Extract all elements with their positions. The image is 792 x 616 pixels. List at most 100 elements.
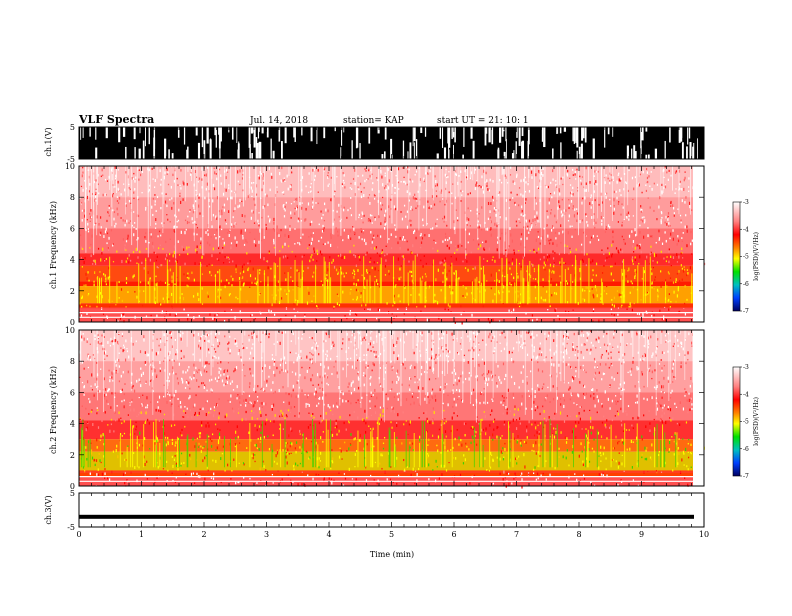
spec-speckle bbox=[691, 342, 692, 345]
spec-speckle bbox=[651, 188, 652, 191]
spec-speckle bbox=[675, 301, 676, 303]
spec-speckle bbox=[89, 401, 90, 404]
spec-speckle bbox=[186, 246, 187, 249]
spec-speckle bbox=[116, 370, 117, 371]
spec-speckle bbox=[233, 216, 234, 218]
spec-speckle bbox=[549, 242, 550, 244]
spec-speckle bbox=[245, 239, 246, 242]
spec-speckle bbox=[490, 409, 491, 411]
spec-speckle bbox=[82, 219, 83, 222]
spec-streak bbox=[661, 166, 662, 197]
spec-speckle bbox=[592, 426, 593, 429]
spec-speckle bbox=[312, 198, 313, 200]
spec-speckle bbox=[635, 275, 636, 276]
spec-speckle bbox=[471, 392, 472, 395]
spec-speckle bbox=[509, 351, 510, 354]
spec-speckle bbox=[207, 291, 208, 294]
spec-speckle bbox=[222, 206, 223, 207]
spec-speckle bbox=[656, 285, 657, 286]
spec-speckle bbox=[296, 441, 297, 444]
spec-speckle bbox=[245, 399, 246, 402]
spec-speckle bbox=[163, 396, 164, 397]
spec-speckle bbox=[614, 378, 615, 381]
spec-speckle bbox=[128, 356, 129, 359]
spec-speckle bbox=[315, 202, 316, 204]
spec-burst bbox=[523, 278, 524, 303]
spec-speckle bbox=[221, 182, 222, 184]
spec-speckle bbox=[197, 227, 198, 228]
spec-speckle bbox=[395, 228, 396, 230]
spec-speckle bbox=[113, 430, 114, 432]
spec-speckle bbox=[234, 207, 235, 210]
spec-speckle bbox=[402, 218, 403, 221]
spec-speckle bbox=[518, 295, 519, 298]
spec-streak bbox=[588, 166, 589, 192]
spec-speckle bbox=[446, 278, 447, 281]
spec-speckle bbox=[123, 238, 124, 240]
spec-speckle bbox=[643, 414, 644, 416]
ch1-waveform-panel: 5-5 bbox=[67, 123, 704, 164]
spec-speckle bbox=[321, 382, 322, 384]
spec-speckle bbox=[236, 366, 237, 369]
spec-speckle bbox=[219, 252, 220, 254]
spec-speckle bbox=[199, 263, 200, 264]
waveform-gap bbox=[385, 127, 387, 140]
spec-speckle bbox=[651, 443, 652, 446]
spec-speckle bbox=[397, 279, 398, 281]
spec-speckle bbox=[608, 224, 609, 227]
spec-speckle bbox=[431, 208, 432, 210]
spec-speckle bbox=[235, 340, 236, 343]
spec-speckle bbox=[632, 466, 633, 469]
spec-speckle bbox=[282, 386, 283, 388]
spec-speckle bbox=[189, 209, 190, 210]
waveform-gap bbox=[251, 153, 253, 159]
spec-speckle bbox=[354, 411, 355, 413]
spec-speckle bbox=[391, 388, 392, 390]
spec-speckle bbox=[425, 273, 426, 275]
waveform-gap bbox=[359, 143, 360, 159]
spec-speckle bbox=[342, 291, 343, 294]
spec-speckle bbox=[462, 295, 463, 297]
waveform-gap bbox=[564, 127, 566, 132]
spec-speckle bbox=[683, 188, 684, 191]
spec-speckle bbox=[666, 340, 667, 342]
spec-speckle bbox=[461, 181, 462, 183]
spec-speckle bbox=[432, 422, 433, 424]
spec-speckle bbox=[633, 287, 634, 289]
spec-speckle bbox=[475, 431, 476, 433]
spec-speckle bbox=[272, 358, 273, 360]
spec-burst bbox=[451, 263, 452, 304]
spec-speckle bbox=[508, 483, 509, 486]
waveform-gap bbox=[236, 127, 237, 143]
spec-speckle bbox=[670, 225, 671, 226]
spec-speckle bbox=[318, 203, 319, 204]
spec-speckle bbox=[590, 197, 591, 198]
spec-burst bbox=[279, 257, 280, 303]
spec-streak bbox=[672, 166, 673, 191]
spec-speckle bbox=[458, 245, 459, 248]
spec-speckle bbox=[668, 408, 669, 410]
spec-speckle bbox=[233, 210, 234, 212]
spec-speckle bbox=[185, 220, 186, 221]
spec-speckle bbox=[631, 230, 632, 233]
spec-speckle bbox=[380, 407, 381, 409]
spec-speckle bbox=[450, 265, 451, 267]
spec-speckle bbox=[584, 299, 585, 302]
spec-speckle bbox=[296, 198, 297, 201]
spec-speckle bbox=[525, 202, 526, 203]
spec-streak bbox=[601, 166, 602, 212]
spec-speckle bbox=[586, 215, 587, 217]
spec-speckle bbox=[311, 441, 312, 442]
spec-speckle bbox=[154, 204, 155, 206]
spec-speckle bbox=[587, 224, 588, 226]
spec-speckle bbox=[392, 366, 393, 368]
spec-speckle bbox=[681, 458, 682, 461]
spec-speckle bbox=[217, 271, 218, 273]
spec-speckle bbox=[506, 254, 507, 257]
spec-speckle bbox=[350, 229, 351, 232]
spec-speckle bbox=[608, 256, 609, 257]
spec-speckle bbox=[313, 295, 314, 297]
spec-speckle bbox=[671, 265, 672, 266]
spec-speckle bbox=[413, 468, 414, 471]
